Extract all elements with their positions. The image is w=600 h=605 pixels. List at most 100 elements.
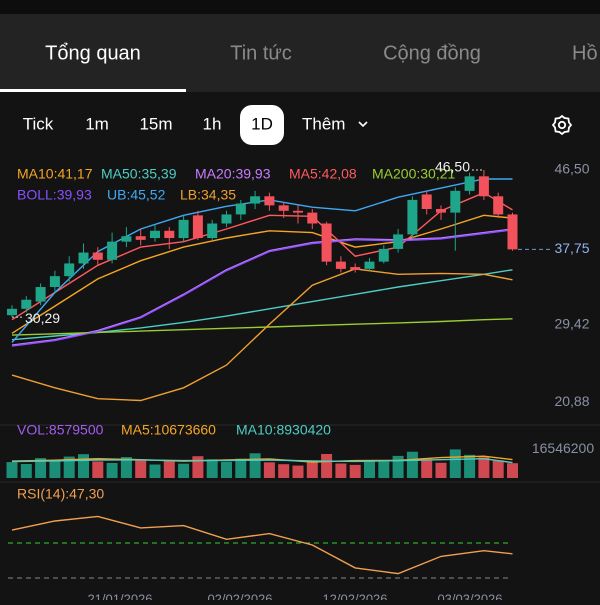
volume-bar — [392, 455, 404, 478]
volume-bar — [421, 459, 433, 478]
candle-body — [64, 263, 75, 277]
legend-entry: UB:45,52 — [107, 187, 166, 203]
x-tick-label: 12/02/2026 — [322, 591, 387, 600]
volume-bar — [435, 462, 447, 478]
candle-body — [192, 215, 203, 239]
volume-bar — [221, 461, 232, 478]
y-tick-label: 29,42 — [554, 316, 589, 332]
volume-bar — [249, 453, 261, 478]
status-bar — [0, 0, 600, 14]
indicator-line — [11, 229, 513, 347]
candle-body — [364, 261, 375, 269]
candle-body — [164, 230, 175, 239]
legend-entry: BOLL:39,93 — [17, 187, 92, 203]
candle-body — [393, 234, 404, 249]
legend-entry: MA20:39,93 — [195, 166, 271, 182]
interval[interactable]: Tick — [23, 114, 54, 133]
legend-entry: MA10:8930420 — [236, 422, 331, 438]
legend-entry: MA5:42,08 — [289, 166, 357, 182]
candle-body — [335, 261, 346, 269]
volume-bar — [507, 463, 518, 478]
tab-bar — [0, 14, 600, 92]
volume-bar — [63, 456, 75, 478]
volume-bar — [478, 457, 490, 478]
candle-body — [378, 248, 389, 262]
volume-bar — [120, 457, 132, 478]
interval[interactable]: 1D — [251, 114, 273, 133]
volume-bar — [206, 459, 218, 478]
volume-bar — [364, 460, 375, 478]
candle-body — [107, 241, 118, 260]
volume-bar — [378, 461, 390, 478]
y-tick-label: 20,88 — [554, 393, 589, 409]
indicator-line — [11, 318, 513, 336]
candle-body — [307, 212, 318, 224]
low-label: 30,29 — [25, 310, 60, 326]
y-tick-label: 46,50 — [554, 161, 589, 177]
volume-bar — [306, 461, 318, 478]
candle-body — [407, 199, 418, 235]
legend-entry: LB:34,35 — [180, 187, 236, 203]
candle-body — [207, 223, 218, 239]
active-tab-indicator — [0, 89, 186, 92]
volume-bar — [6, 462, 18, 478]
legend-entry: VOL:8579500 — [17, 422, 104, 438]
candle-body — [478, 176, 489, 197]
candle-body — [121, 236, 132, 242]
tab[interactable]: Tổng quan — [45, 42, 141, 64]
candle-body — [350, 267, 361, 270]
interval[interactable]: 1m — [85, 114, 109, 133]
candle-body — [464, 176, 475, 191]
tab[interactable]: Hồ — [572, 42, 598, 64]
candle-body — [221, 214, 232, 224]
legend-entry: RSI(14):47,30 — [17, 486, 104, 502]
tab[interactable]: Tin tức — [230, 42, 292, 64]
indicator-line — [11, 268, 513, 402]
volume-bar — [263, 462, 275, 478]
volume-bar — [292, 465, 304, 478]
candle-body — [235, 203, 246, 215]
candle-body — [21, 299, 32, 309]
volume-bar — [92, 461, 104, 478]
volume-bar — [106, 462, 118, 478]
chevron — [358, 121, 368, 128]
candle-body — [321, 223, 332, 262]
high-label: 46,50 — [435, 159, 470, 175]
volume-bar — [349, 464, 361, 478]
active-interval[interactable] — [240, 105, 284, 145]
volume-bar — [449, 449, 461, 478]
candle-body — [150, 230, 160, 239]
indicator-line — [11, 269, 513, 341]
volume-bar — [278, 464, 290, 478]
volume-bar — [149, 464, 161, 478]
volume-bar — [321, 453, 333, 478]
candle-body — [78, 252, 89, 264]
interval-more[interactable]: Thêm — [302, 114, 345, 133]
candle-body — [135, 236, 146, 240]
candle-body — [178, 219, 189, 239]
volume-bar — [78, 454, 89, 478]
volume-bar — [35, 458, 47, 478]
settings-icon[interactable] — [551, 114, 573, 136]
indicator-line — [11, 228, 513, 346]
candle-body — [250, 196, 261, 204]
tab[interactable]: Cộng đồng — [383, 42, 481, 64]
volume-bar — [406, 451, 418, 478]
volume-bar — [492, 460, 504, 478]
interval[interactable]: 15m — [139, 114, 172, 133]
legend-entry: MA50:35,39 — [101, 166, 177, 182]
candle-body — [92, 252, 103, 260]
volume-bar — [335, 463, 347, 478]
x-tick-label: 02/02/2026 — [207, 591, 272, 600]
interval[interactable]: 1h — [203, 114, 222, 133]
volume-ma-line — [11, 455, 513, 463]
volume-bar — [135, 460, 147, 478]
volume-bar — [192, 456, 204, 478]
volume-bar — [235, 458, 247, 478]
y-tick-label: 16546200 — [532, 440, 595, 456]
candle-body — [49, 276, 60, 288]
candle-body — [35, 287, 46, 302]
candle-body — [264, 196, 275, 206]
